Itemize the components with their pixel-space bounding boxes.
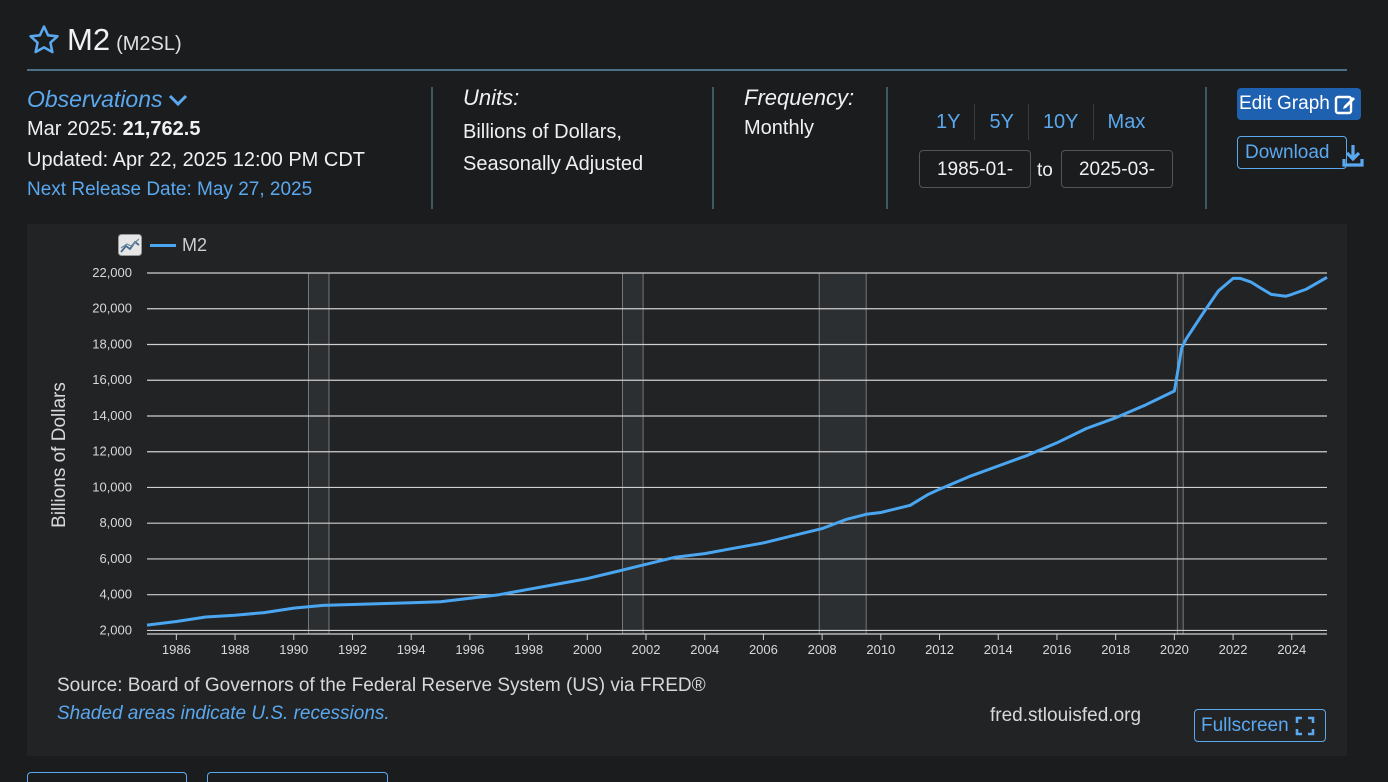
x-tick-label: 1998 [514, 642, 543, 657]
range-10y-button[interactable]: 10Y [1029, 104, 1094, 140]
updated-date: Updated: Apr 22, 2025 12:00 PM CDT [27, 149, 365, 171]
x-tick-label: 2002 [632, 642, 661, 657]
x-tick-label: 2022 [1219, 642, 1248, 657]
x-tick-label: 1990 [279, 642, 308, 657]
tab-button-stub[interactable] [27, 772, 187, 782]
x-tick-label: 2014 [984, 642, 1013, 657]
range-1y-button[interactable]: 1Y [922, 104, 976, 140]
x-tick-label: 1994 [397, 642, 426, 657]
end-date-input[interactable]: 2025-03- [1061, 150, 1173, 188]
y-tick-label: 2,000 [99, 622, 132, 637]
x-tick-label: 1996 [455, 642, 484, 657]
x-tick-label: 1986 [162, 642, 191, 657]
x-tick-label: 2016 [1042, 642, 1071, 657]
legend-swatch [150, 243, 176, 247]
y-axis-title: Billions of Dollars [49, 382, 70, 528]
site-url: fred.stlouisfed.org [990, 705, 1142, 726]
x-tick-label: 2008 [808, 642, 837, 657]
range-buttons: 1Y 5Y 10Y Max [922, 104, 1159, 140]
page-header: M2 (M2SL) [27, 18, 182, 62]
units-line-2: Seasonally Adjusted [463, 153, 644, 175]
chart-type-icon[interactable] [118, 234, 142, 256]
series-line-m2 [146, 275, 1328, 627]
units-line-1: Billions of Dollars, [463, 121, 622, 143]
divider [712, 87, 714, 209]
source-text: Source: Board of Governors of the Federa… [57, 675, 706, 696]
y-tick-label: 10,000 [92, 479, 132, 494]
x-tick-label: 2012 [925, 642, 954, 657]
x-tick-label: 2020 [1160, 642, 1189, 657]
star-icon[interactable] [27, 23, 61, 57]
fullscreen-button[interactable]: Fullscreen [1194, 709, 1326, 742]
divider [1205, 87, 1207, 209]
y-tick-label: 12,000 [92, 444, 132, 459]
x-tick-label: 2006 [749, 642, 778, 657]
recession-note: Shaded areas indicate U.S. recessions. [57, 703, 390, 724]
x-tick-label: 2010 [866, 642, 895, 657]
units-label: Units: [463, 85, 520, 110]
recession-band [1177, 273, 1184, 634]
fullscreen-label: Fullscreen [1201, 715, 1289, 736]
y-tick-label: 6,000 [99, 551, 132, 566]
recession-band [622, 273, 644, 634]
chart-panel [27, 224, 1347, 756]
divider [431, 87, 433, 209]
y-tick-label: 20,000 [92, 301, 132, 316]
next-release-link[interactable]: Next Release Date: May 27, 2025 [27, 179, 313, 200]
frequency-value: Monthly [744, 117, 815, 139]
x-tick-label: 2024 [1277, 642, 1306, 657]
tab-button-stub[interactable] [207, 772, 388, 782]
download-button[interactable]: Download [1237, 136, 1347, 169]
edit-graph-button[interactable]: Edit Graph [1237, 88, 1361, 120]
series-code: (M2SL) [116, 32, 182, 55]
chart-legend: M2 [118, 234, 207, 256]
range-5y-button[interactable]: 5Y [975, 104, 1029, 140]
edit-icon [1334, 95, 1355, 115]
observation-date: Mar 2025: [27, 118, 118, 140]
download-icon[interactable] [1342, 144, 1364, 168]
divider [886, 87, 888, 209]
y-tick-label: 16,000 [92, 372, 132, 387]
chevron-down-icon [168, 94, 187, 106]
y-tick-label: 8,000 [99, 515, 132, 530]
observations-dropdown[interactable]: Observations [27, 86, 189, 113]
y-tick-label: 14,000 [92, 408, 132, 423]
x-tick-label: 1988 [221, 642, 250, 657]
to-label: to [1037, 160, 1053, 181]
x-tick-label: 1992 [338, 642, 367, 657]
page-title: M2 [67, 22, 111, 57]
range-max-button[interactable]: Max [1107, 111, 1146, 133]
x-tick-label: 2004 [690, 642, 719, 657]
start-date-input[interactable]: 1985-01- [919, 150, 1031, 188]
observation-value: 21,762.5 [122, 118, 201, 140]
edit-graph-label: Edit Graph [1239, 93, 1330, 114]
observations-label: Observations [27, 86, 163, 112]
legend-series-name: M2 [182, 234, 208, 255]
fullscreen-icon [1295, 716, 1314, 735]
y-tick-label: 4,000 [99, 587, 132, 602]
y-tick-label: 18,000 [92, 336, 132, 351]
header-divider [27, 69, 1347, 71]
y-tick-label: 22,000 [92, 265, 132, 280]
frequency-label: Frequency: [744, 85, 855, 110]
x-tick-label: 2000 [573, 642, 602, 657]
recession-band [308, 273, 329, 634]
units-value: Billions of Dollars, Seasonally Adjusted [463, 116, 693, 180]
x-tick-label: 2018 [1101, 642, 1130, 657]
recession-band [819, 273, 867, 634]
latest-observation: Mar 2025: 21,762.5 [27, 118, 200, 141]
